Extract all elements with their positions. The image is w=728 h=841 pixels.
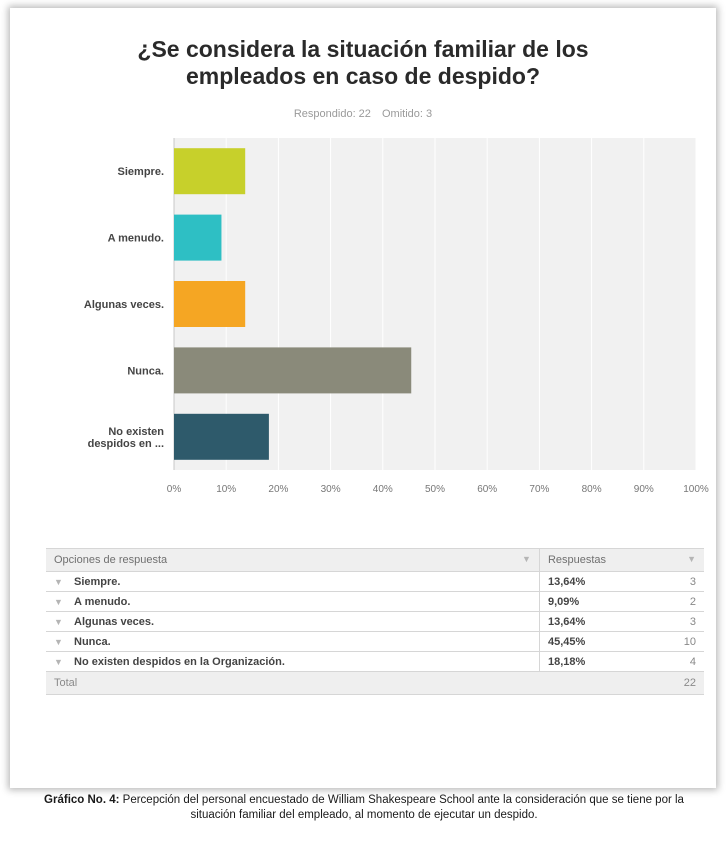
caption-label: Gráfico No. 4: <box>44 794 120 806</box>
chevron-down-icon[interactable]: ▼ <box>54 576 63 587</box>
chevron-down-icon: ▼ <box>687 554 696 564</box>
row-option: Siempre. <box>74 575 121 588</box>
x-tick-label: 60% <box>477 484 497 495</box>
row-percent: 9,09% <box>539 591 676 612</box>
row-percent: 45,45% <box>539 631 676 652</box>
x-tick-label: 90% <box>634 484 654 495</box>
chevron-down-icon[interactable]: ▼ <box>54 596 63 607</box>
chevron-down-icon[interactable]: ▼ <box>54 656 63 667</box>
row-count: 3 <box>675 571 704 592</box>
bar-chart: Siempre. A menudo. Algunas veces. Nunca. No … <box>84 138 709 495</box>
x-tick-label: 40% <box>373 484 393 495</box>
table-header-row: Opciones de respuesta ▼ Respuestas ▼ <box>46 548 704 572</box>
response-summary: Respondido: 22 Omitido: 3 <box>10 108 716 120</box>
x-tick-label: 70% <box>529 484 549 495</box>
total-count: 22 <box>675 671 704 695</box>
responses-table: Opciones de respuesta ▼ Respuestas ▼ ▼ Si… <box>46 548 704 695</box>
bar <box>174 148 246 195</box>
row-option: Nunca. <box>74 635 111 648</box>
question-title-line-1: ¿Se considera la situación familiar de l… <box>137 36 589 62</box>
category-label: Nunca. <box>127 365 164 377</box>
table-header-option[interactable]: Opciones de respuesta ▼ <box>46 548 540 572</box>
category-label: Siempre. <box>118 166 164 178</box>
category-label: No existen <box>108 426 164 438</box>
caption-text: Percepción del personal encuestado de Wi… <box>122 794 684 821</box>
table-row[interactable]: ▼ Algunas veces. 13,64% 3 <box>46 611 704 632</box>
table-row[interactable]: ▼ Siempre. 13,64% 3 <box>46 571 704 592</box>
chevron-down-icon[interactable]: ▼ <box>54 636 63 647</box>
survey-card: ¿Se considera la situación familiar de l… <box>10 8 716 788</box>
total-label: Total <box>46 671 676 695</box>
table-row[interactable]: ▼ Nunca. 45,45% 10 <box>46 631 704 652</box>
bar <box>174 214 222 261</box>
question-title-line-2: empleados en caso de despido? <box>185 63 541 89</box>
table-header-responses-label: Respuestas <box>547 554 607 566</box>
figure-caption: Gráfico No. 4: Percepción del personal e… <box>40 793 688 823</box>
answered-count: Respondido: 22 <box>293 108 371 120</box>
table-row[interactable]: ▼ No existen despidos en la Organización.… <box>46 651 704 672</box>
x-tick-label: 0% <box>167 484 182 495</box>
row-option: No existen despidos en la Organización. <box>74 655 285 668</box>
category-label: A menudo. <box>108 233 164 245</box>
category-label: Algunas veces. <box>84 299 164 311</box>
chevron-down-icon: ▼ <box>522 554 531 564</box>
x-tick-label: 50% <box>425 484 445 495</box>
row-count: 2 <box>675 591 704 612</box>
x-tick-label: 80% <box>582 484 602 495</box>
x-tick-label: 30% <box>321 484 341 495</box>
category-label: despidos en ... <box>88 438 164 450</box>
table-row[interactable]: ▼ A menudo. 9,09% 2 <box>46 591 704 612</box>
table-total-row: Total 22 <box>46 671 704 695</box>
bar <box>174 347 412 394</box>
bar <box>174 413 269 460</box>
row-percent: 13,64% <box>539 571 676 592</box>
x-tick-label: 20% <box>268 484 288 495</box>
row-option: Algunas veces. <box>74 615 155 628</box>
table-header-responses[interactable]: Respuestas ▼ <box>539 548 704 572</box>
row-count: 10 <box>675 631 704 652</box>
bar <box>174 281 246 327</box>
chevron-down-icon[interactable]: ▼ <box>54 616 63 627</box>
row-count: 3 <box>675 611 704 632</box>
question-title: ¿Se considera la situación familiar de l… <box>10 36 716 90</box>
skipped-count: Omitido: 3 <box>381 108 433 120</box>
table-header-option-label: Opciones de respuesta <box>54 554 168 566</box>
row-option: A menudo. <box>74 595 131 608</box>
x-tick-label: 10% <box>216 484 236 495</box>
row-count: 4 <box>675 651 704 672</box>
row-percent: 18,18% <box>539 651 676 672</box>
row-percent: 13,64% <box>539 611 676 632</box>
x-tick-label: 100% <box>683 484 709 495</box>
